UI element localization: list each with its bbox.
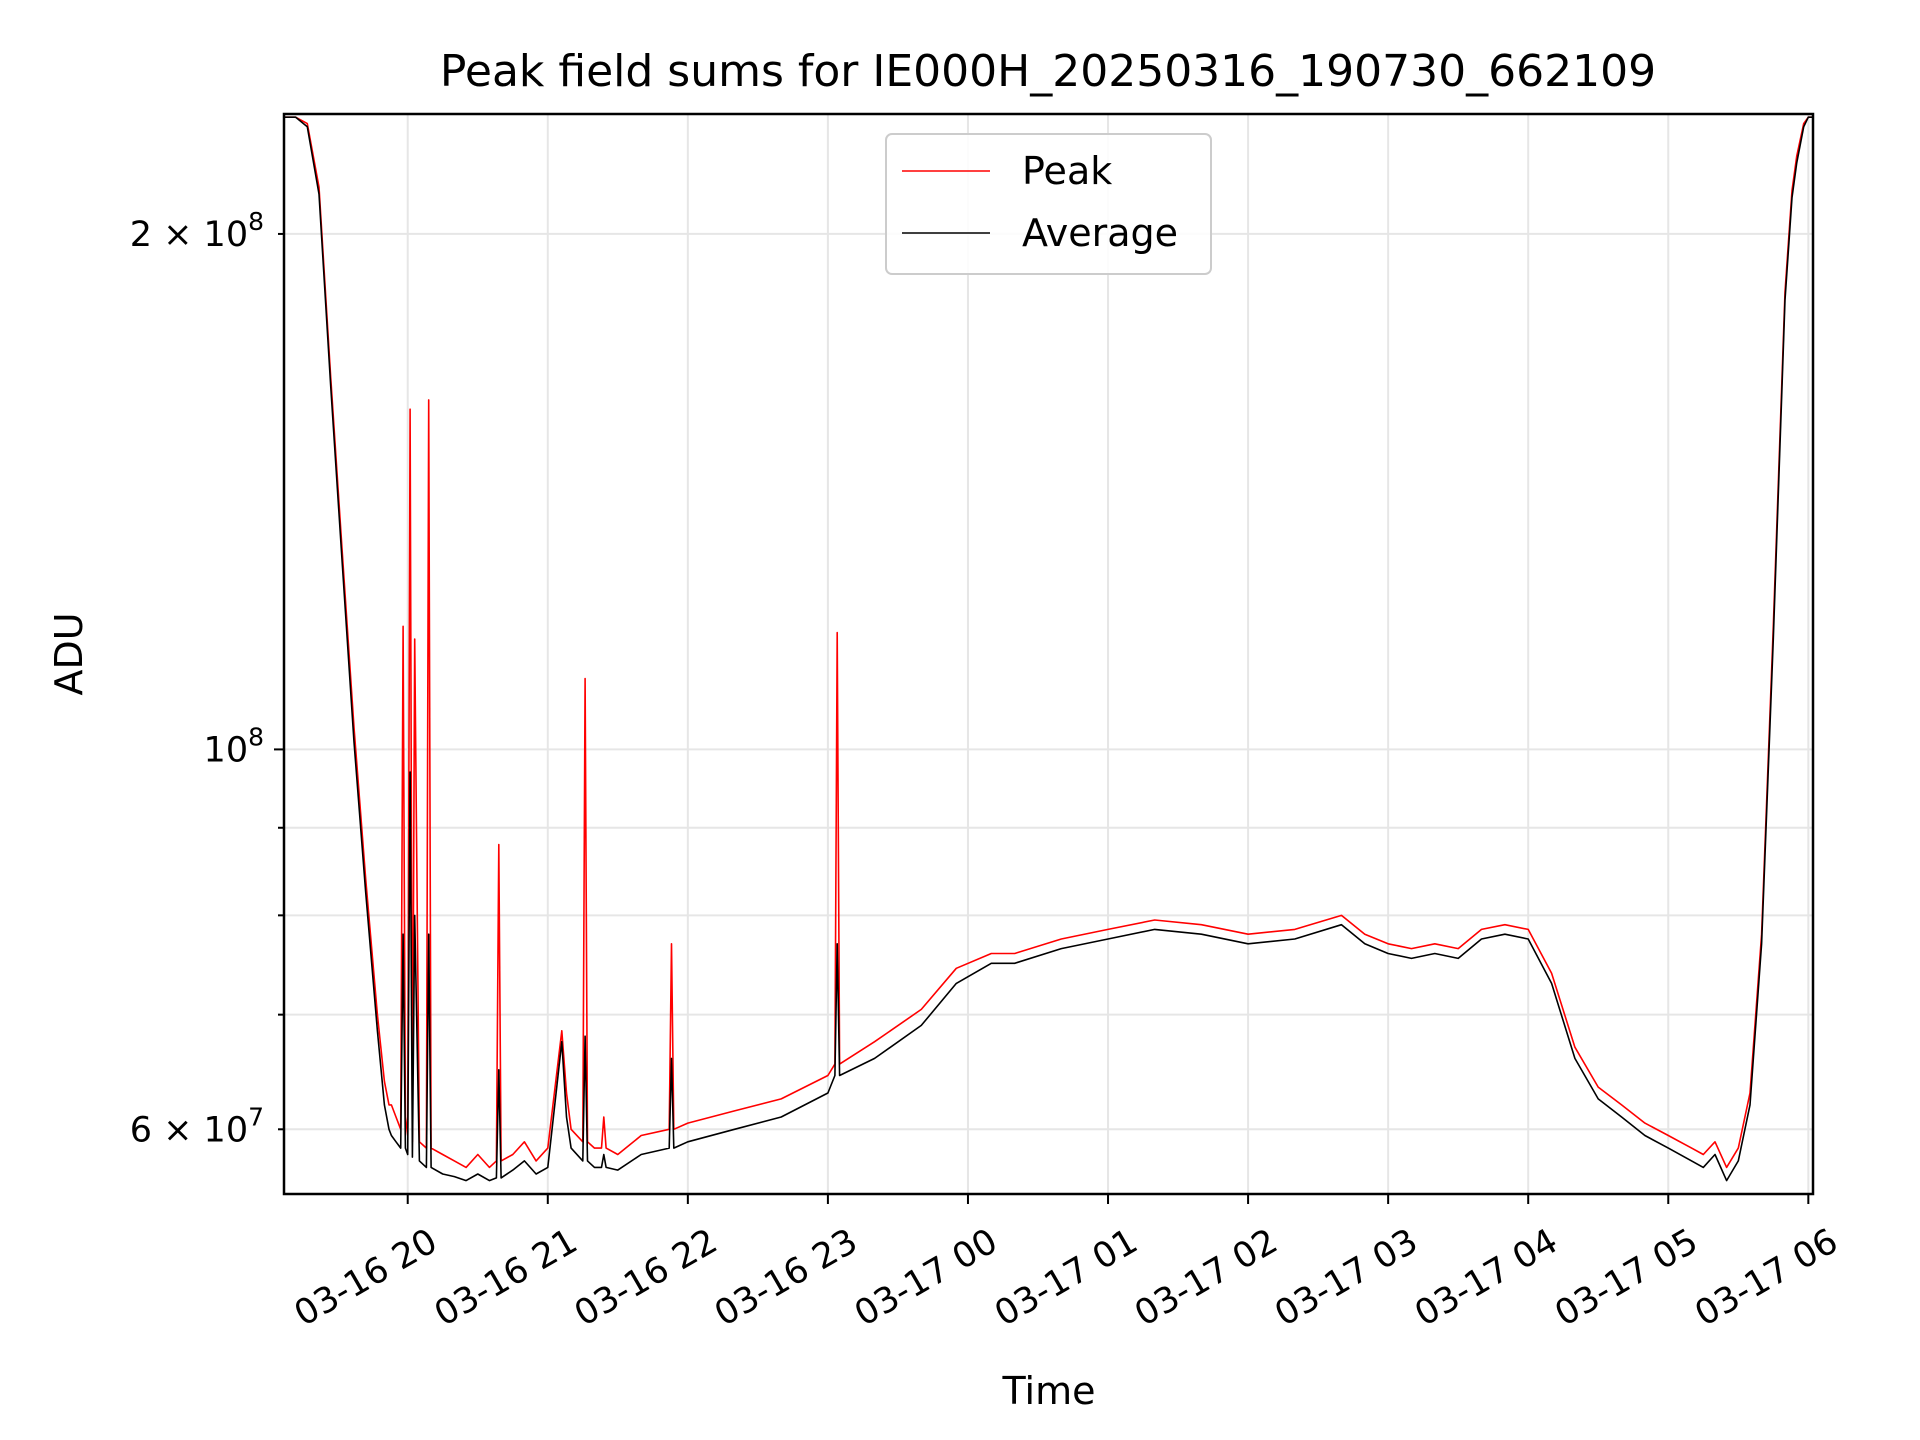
y-tick-label-exponent: 8 bbox=[248, 207, 264, 236]
y-tick-label: 2 × 108 bbox=[130, 207, 264, 255]
x-axis-label: Time bbox=[1002, 1369, 1096, 1413]
series-layer bbox=[284, 116, 1813, 1182]
grid bbox=[284, 114, 1813, 1194]
y-tick-label-exponent: 7 bbox=[248, 1102, 264, 1131]
chart-title: Peak field sums for IE000H_20250316_1907… bbox=[440, 46, 1656, 97]
y-axis-label: ADU bbox=[47, 612, 91, 695]
y-tick-label: 6 × 107 bbox=[130, 1102, 264, 1150]
y-tick-label-exponent: 8 bbox=[248, 722, 264, 751]
y-tick-label-base: 6 × 10 bbox=[130, 1110, 248, 1150]
legend: Peak Average bbox=[885, 133, 1212, 275]
plot-frame bbox=[282, 112, 1815, 1196]
legend-label-average: Average bbox=[1022, 211, 1178, 255]
y-tick-label-base: 10 bbox=[204, 730, 249, 770]
series-line-average bbox=[284, 116, 1813, 1182]
legend-label-peak: Peak bbox=[1022, 149, 1112, 193]
y-tick-label: 108 bbox=[204, 722, 264, 770]
y-tick-label-base: 2 × 10 bbox=[130, 215, 248, 255]
legend-box bbox=[885, 133, 1212, 275]
